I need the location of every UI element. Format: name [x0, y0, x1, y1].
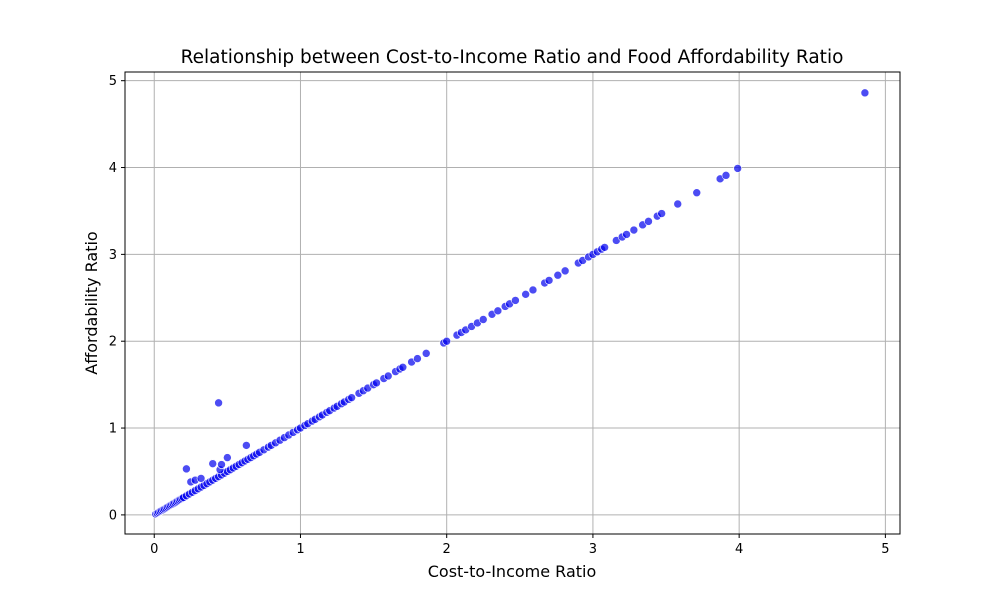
scatter-point — [629, 225, 639, 235]
scatter-point — [214, 398, 223, 408]
scatter-point — [521, 290, 530, 299]
x-tick-label: 2 — [443, 542, 451, 557]
scatter-point — [347, 393, 356, 402]
scatter-point — [528, 285, 538, 295]
x-axis: 0 1 2 3 4 5 — [150, 534, 890, 557]
y-tick-label: 0 — [109, 508, 117, 523]
y-axis-label: Affordability Ratio — [82, 231, 101, 374]
scatter-point — [511, 296, 520, 305]
plot-frame — [124, 71, 901, 535]
y-tick-label: 5 — [109, 74, 117, 89]
x-axis-label: Cost-to-Income Ratio — [428, 562, 597, 581]
scatter-point — [493, 306, 503, 316]
scatter-point — [622, 230, 631, 239]
x-tick-label: 5 — [881, 542, 889, 557]
scatter-point — [657, 209, 666, 218]
y-tick-label: 1 — [109, 422, 117, 437]
y-tick-label: 4 — [109, 161, 117, 176]
data-points — [151, 88, 870, 519]
scatter-point — [673, 199, 683, 209]
scatter-point — [383, 371, 393, 381]
scatter-point — [553, 270, 563, 280]
scatter-point — [208, 459, 218, 468]
scatter-point — [644, 217, 653, 226]
x-tick-label: 3 — [589, 542, 597, 557]
grid-lines — [125, 72, 900, 534]
scatter-point — [372, 378, 381, 388]
scatter-point — [242, 441, 251, 450]
scatter-point — [442, 336, 451, 346]
scatter-point — [413, 354, 422, 363]
scatter-point — [182, 464, 191, 474]
chart-title: Relationship between Cost-to-Income Rati… — [181, 47, 844, 68]
x-tick-label: 0 — [150, 542, 158, 557]
scatter-point — [560, 266, 570, 276]
x-tick-label: 4 — [735, 542, 743, 557]
scatter-point — [217, 460, 226, 469]
scatter-point — [478, 315, 488, 324]
scatter-point — [544, 276, 554, 285]
scatter-point — [196, 474, 206, 483]
y-tick-label: 2 — [109, 335, 117, 350]
scatter-point — [421, 349, 431, 358]
x-tick-label: 1 — [296, 542, 304, 557]
y-tick-label: 3 — [109, 248, 117, 263]
scatter-point — [692, 188, 702, 198]
scatter-point — [600, 243, 609, 252]
scatter-point — [721, 171, 731, 180]
y-axis: 0 1 2 3 4 5 — [109, 74, 125, 523]
scatter-point — [733, 164, 742, 173]
scatter-point — [398, 362, 408, 372]
scatter-point — [860, 88, 870, 98]
scatter-point — [223, 453, 232, 462]
